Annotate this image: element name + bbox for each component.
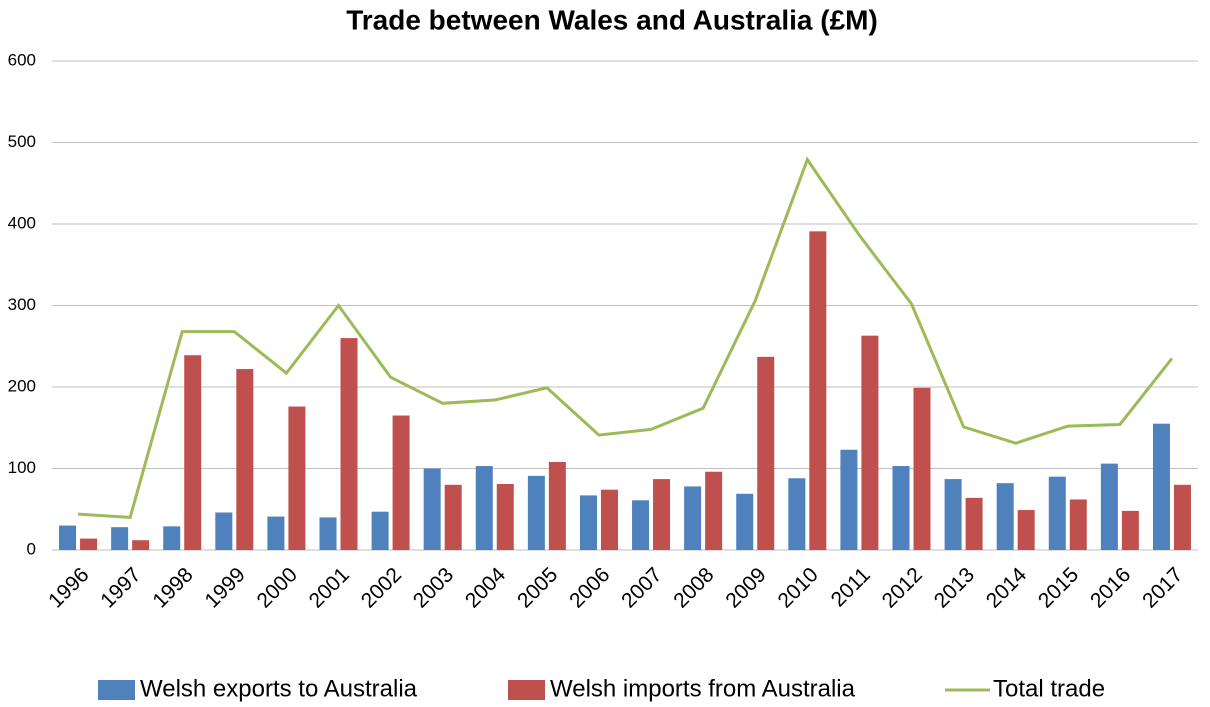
bar [1100, 463, 1118, 550]
x-tick-label: 2017 [1138, 563, 1187, 612]
bar [319, 517, 337, 550]
bar [1048, 476, 1066, 550]
x-tick-label: 2010 [773, 563, 822, 612]
bar [600, 489, 618, 550]
bar [267, 516, 285, 550]
bar [371, 511, 389, 550]
legend-label: Welsh imports from Australia [550, 675, 856, 702]
bar [392, 415, 410, 550]
bar [579, 495, 597, 550]
bar [475, 466, 493, 550]
x-tick-label: 2012 [878, 563, 927, 612]
y-tick-label: 100 [8, 458, 36, 477]
bar [111, 527, 129, 550]
line [77, 156, 1174, 519]
legend-label: Welsh exports to Australia [140, 675, 418, 702]
x-tick-label: 2016 [1086, 563, 1135, 612]
bar [340, 338, 358, 550]
y-tick-label: 300 [8, 295, 36, 314]
bar [632, 500, 650, 550]
x-tick-label: 2003 [409, 563, 458, 612]
bar [892, 466, 910, 550]
bar [1173, 484, 1191, 550]
y-tick-label: 200 [8, 376, 36, 395]
x-tick-label: 2013 [930, 563, 979, 612]
bar [59, 525, 77, 550]
x-tick-label: 2000 [253, 563, 302, 612]
x-tick-label: 2015 [1034, 563, 1083, 612]
x-tick-label: 2002 [357, 563, 406, 612]
bar [809, 231, 827, 550]
bar [423, 468, 441, 550]
bar [996, 483, 1014, 550]
x-tick-label: 2008 [669, 563, 718, 612]
bar [527, 475, 545, 550]
bar [548, 461, 566, 550]
bar [132, 540, 150, 550]
x-tick-label: 2009 [721, 563, 770, 612]
x-tick-label: 2005 [513, 563, 562, 612]
bar [236, 369, 254, 550]
bar [913, 387, 931, 550]
y-tick-label: 500 [8, 132, 36, 151]
bar [1121, 510, 1139, 550]
x-tick-label: 1997 [96, 563, 145, 612]
bar [736, 493, 754, 550]
y-tick-label: 0 [27, 539, 36, 558]
x-tick-label: 1996 [44, 563, 93, 612]
bar [163, 526, 181, 550]
bar [215, 512, 233, 550]
bar [788, 478, 806, 550]
bar [496, 483, 514, 550]
bar [1069, 499, 1087, 550]
bar [1152, 423, 1170, 550]
bar [684, 486, 702, 550]
bar [184, 355, 202, 550]
bar [80, 538, 98, 550]
y-tick-label: 400 [8, 213, 36, 232]
bar [840, 449, 858, 550]
legend-swatch [98, 680, 135, 700]
x-tick-label: 1998 [148, 563, 197, 612]
bar [1017, 510, 1035, 550]
legend-label: Total trade [993, 675, 1105, 702]
x-tick-label: 1999 [200, 563, 249, 612]
x-tick-label: 2007 [617, 563, 666, 612]
bar [861, 335, 879, 550]
bar [288, 406, 306, 550]
legend-swatch [508, 680, 545, 700]
bar [444, 484, 462, 550]
x-tick-label: 2001 [305, 563, 354, 612]
y-tick-label: 600 [8, 50, 36, 69]
x-tick-label: 2004 [461, 563, 511, 613]
bar [757, 356, 775, 550]
x-tick-label: 2006 [565, 563, 614, 612]
x-tick-label: 2011 [827, 563, 875, 611]
x-tick-label: 2014 [982, 563, 1032, 613]
bar [653, 479, 671, 550]
bar [705, 471, 723, 550]
bar [944, 479, 962, 550]
bar [965, 497, 983, 550]
chart-title: Trade between Wales and Australia (£M) [346, 4, 878, 35]
